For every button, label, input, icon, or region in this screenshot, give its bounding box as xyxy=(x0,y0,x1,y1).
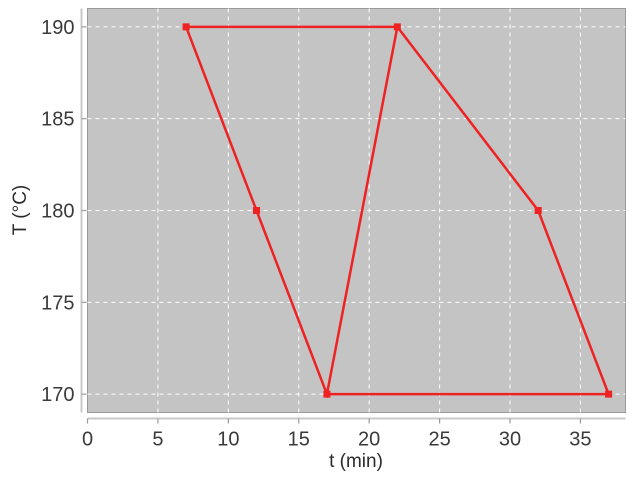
y-axis-title: T (°C) xyxy=(10,185,31,236)
x-axis-ticks xyxy=(86,418,582,424)
x-tick-label: 30 xyxy=(499,429,521,451)
y-tick-label: 190 xyxy=(41,17,74,39)
y-tick-label: 185 xyxy=(41,109,74,131)
x-tick-label: 35 xyxy=(569,429,591,451)
data-series xyxy=(182,23,613,399)
x-tick-label: 10 xyxy=(217,429,239,451)
y-axis-tick-labels: 170 175 180 185 190 xyxy=(41,17,74,406)
x-tick-label: 20 xyxy=(358,429,380,451)
x-axis-tick-labels: 0 5 10 15 20 25 30 35 xyxy=(82,429,592,451)
x-tick-label: 5 xyxy=(152,429,163,451)
y-axis-ticks xyxy=(81,26,87,395)
data-point-marker xyxy=(393,23,401,31)
data-point-marker xyxy=(182,23,190,31)
y-tick-label: 175 xyxy=(41,292,74,314)
y-tick-label: 180 xyxy=(41,201,74,223)
y-tick-label: 170 xyxy=(41,384,74,406)
data-point-marker xyxy=(323,390,331,398)
x-tick-label: 25 xyxy=(428,429,450,451)
data-series-layer xyxy=(182,23,613,399)
x-tick-label: 0 xyxy=(82,429,93,451)
series-line xyxy=(184,23,610,399)
data-point-marker xyxy=(534,207,542,214)
x-axis-title: t (min) xyxy=(329,451,383,472)
data-point-marker xyxy=(605,390,613,398)
x-tick-label: 15 xyxy=(288,429,310,451)
data-point-marker xyxy=(253,207,261,214)
